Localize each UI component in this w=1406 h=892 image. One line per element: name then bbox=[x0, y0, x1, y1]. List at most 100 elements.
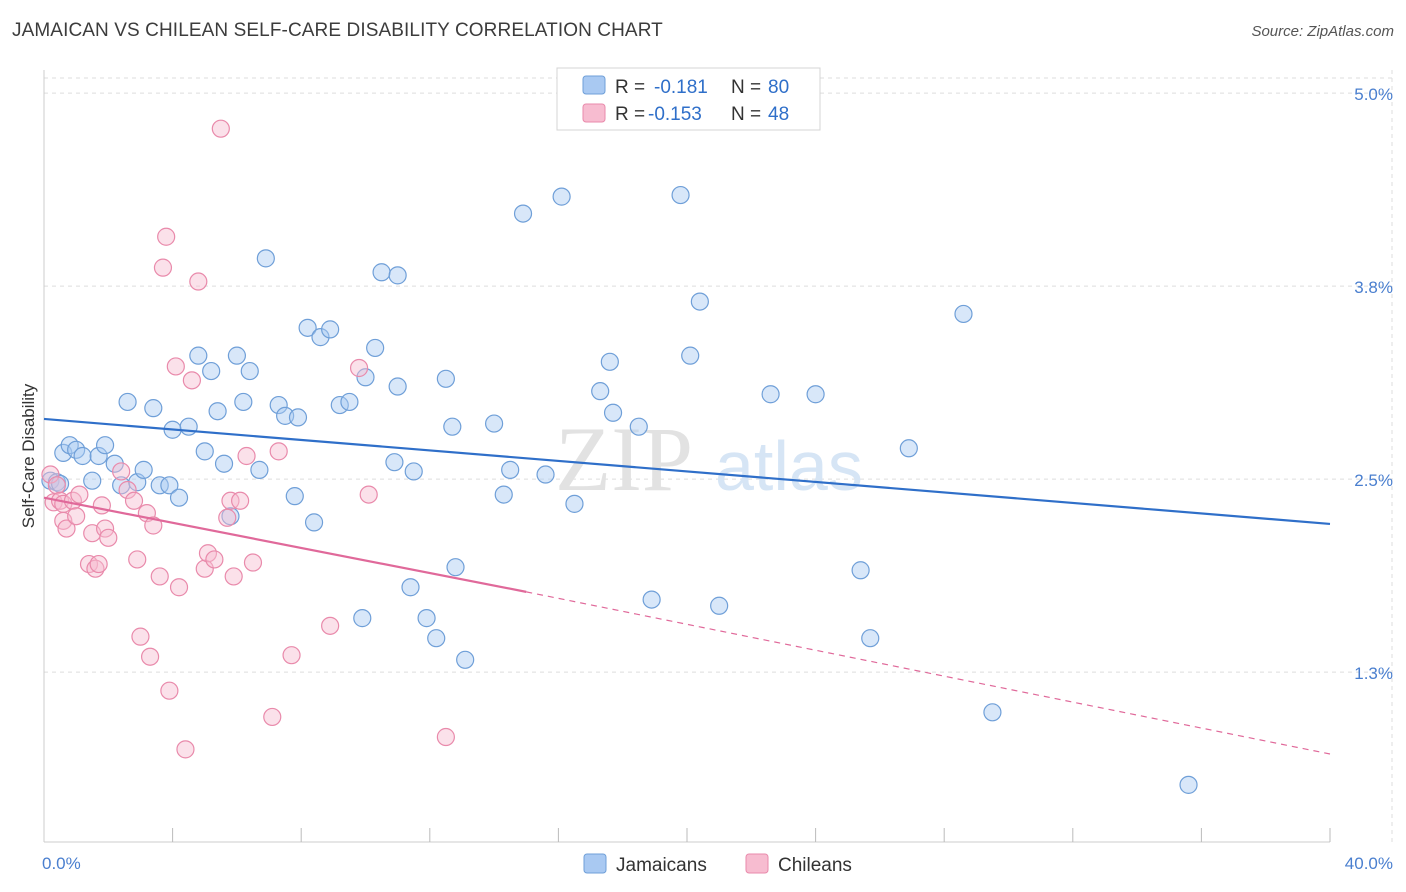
stats-legend: R = -0.181 N = 80 R = -0.153 N = 48 bbox=[556, 67, 821, 131]
point-jamaicans bbox=[851, 561, 870, 580]
point-jamaicans bbox=[501, 460, 520, 479]
point-jamaicans bbox=[681, 346, 700, 365]
legend-swatch-chileans bbox=[745, 853, 769, 874]
point-jamaicans bbox=[690, 292, 709, 311]
y-tick-label: 5.0% bbox=[1354, 85, 1393, 104]
point-chileans bbox=[243, 553, 263, 572]
point-jamaicans bbox=[552, 187, 571, 206]
watermark-zip: ZIP bbox=[555, 408, 693, 510]
point-chileans bbox=[47, 476, 66, 495]
point-jamaicans bbox=[536, 465, 555, 484]
point-jamaicans bbox=[95, 436, 115, 455]
y-tick-label: 1.3% bbox=[1354, 664, 1393, 683]
point-chileans bbox=[89, 554, 108, 574]
point-jamaicans bbox=[485, 414, 504, 433]
point-jamaicans bbox=[494, 485, 513, 504]
point-chileans bbox=[218, 508, 237, 527]
data-points bbox=[41, 119, 1198, 794]
point-jamaicans bbox=[356, 368, 375, 387]
point-jamaicans bbox=[1179, 775, 1198, 794]
y-tick-label: 3.8% bbox=[1354, 278, 1393, 297]
point-chileans bbox=[436, 727, 455, 747]
stats-n-label-chileans: N = bbox=[731, 104, 761, 125]
point-chileans bbox=[128, 550, 147, 569]
bottom-legend: Jamaicans Chileans bbox=[583, 853, 852, 876]
point-chileans bbox=[150, 567, 169, 586]
point-chileans bbox=[176, 740, 195, 759]
axes bbox=[43, 70, 1331, 843]
point-chileans bbox=[153, 258, 173, 277]
watermark-atlas: atlas bbox=[715, 427, 863, 505]
point-jamaicans bbox=[214, 454, 234, 473]
point-jamaicans bbox=[134, 460, 153, 479]
point-jamaicans bbox=[195, 442, 214, 461]
point-jamaicans bbox=[446, 558, 465, 577]
stats-r-value-chileans: -0.153 bbox=[648, 104, 702, 125]
point-jamaicans bbox=[861, 629, 880, 648]
point-chileans bbox=[166, 357, 185, 376]
point-chileans bbox=[118, 480, 137, 500]
point-jamaicans bbox=[298, 318, 317, 337]
point-jamaicans bbox=[227, 346, 246, 365]
trend-line-jamaicans bbox=[43, 417, 1331, 526]
point-chileans bbox=[263, 707, 282, 727]
point-jamaicans bbox=[256, 249, 275, 268]
point-jamaicans bbox=[208, 402, 227, 421]
point-jamaicans bbox=[385, 453, 404, 472]
chart-title: JAMAICAN VS CHILEAN SELF-CARE DISABILITY… bbox=[12, 20, 663, 41]
point-jamaicans bbox=[179, 417, 198, 436]
stats-swatch-chileans bbox=[582, 103, 606, 123]
point-jamaicans bbox=[240, 361, 259, 381]
stats-n-value-jamaicans: 80 bbox=[768, 77, 789, 98]
point-chileans bbox=[131, 627, 150, 646]
point-jamaicans bbox=[642, 590, 661, 609]
point-chileans bbox=[124, 491, 144, 510]
point-chileans bbox=[140, 647, 160, 666]
point-chileans bbox=[67, 507, 86, 526]
point-jamaicans bbox=[340, 392, 359, 412]
point-chileans bbox=[224, 567, 243, 586]
point-jamaicans bbox=[160, 476, 179, 495]
legend-label-chileans: Chileans bbox=[778, 855, 852, 876]
x-tick-label: 40.0% bbox=[1345, 854, 1393, 873]
point-jamaicans bbox=[401, 578, 420, 597]
point-jamaicans bbox=[321, 320, 340, 339]
point-jamaicans bbox=[73, 446, 92, 466]
stats-n-label-jamaicans: N = bbox=[731, 77, 761, 98]
point-jamaicans bbox=[372, 263, 391, 282]
point-chileans bbox=[237, 446, 256, 466]
point-jamaicans bbox=[234, 392, 253, 412]
point-chileans bbox=[359, 485, 378, 504]
point-jamaicans bbox=[600, 352, 619, 371]
point-jamaicans bbox=[250, 460, 269, 479]
point-jamaicans bbox=[388, 377, 407, 396]
point-jamaicans bbox=[417, 609, 436, 628]
point-jamaicans bbox=[954, 304, 973, 324]
point-chileans bbox=[321, 616, 340, 635]
point-jamaicans bbox=[150, 476, 169, 495]
point-jamaicans bbox=[456, 650, 475, 669]
point-jamaicans bbox=[513, 204, 533, 223]
point-chileans bbox=[349, 358, 369, 378]
point-jamaicans bbox=[565, 494, 584, 513]
point-chileans bbox=[144, 516, 163, 535]
stats-r-value-jamaicans: -0.181 bbox=[654, 77, 708, 98]
point-jamaicans bbox=[285, 487, 304, 506]
point-chileans bbox=[99, 528, 118, 547]
legend-label-jamaicans: Jamaicans bbox=[616, 855, 707, 876]
point-jamaicans bbox=[118, 392, 137, 412]
point-jamaicans bbox=[603, 403, 623, 422]
point-chileans bbox=[231, 491, 250, 510]
point-chileans bbox=[269, 442, 288, 461]
point-jamaicans bbox=[83, 471, 102, 490]
point-jamaicans bbox=[269, 395, 288, 415]
point-chileans bbox=[41, 465, 60, 484]
point-jamaicans bbox=[436, 369, 455, 388]
stats-swatch-jamaicans bbox=[582, 75, 606, 95]
point-jamaicans bbox=[353, 609, 372, 628]
point-jamaicans bbox=[304, 513, 324, 532]
point-jamaicans bbox=[899, 439, 918, 458]
point-chileans bbox=[92, 496, 111, 515]
x-tick-label: 0.0% bbox=[42, 854, 81, 873]
point-jamaicans bbox=[288, 408, 308, 427]
